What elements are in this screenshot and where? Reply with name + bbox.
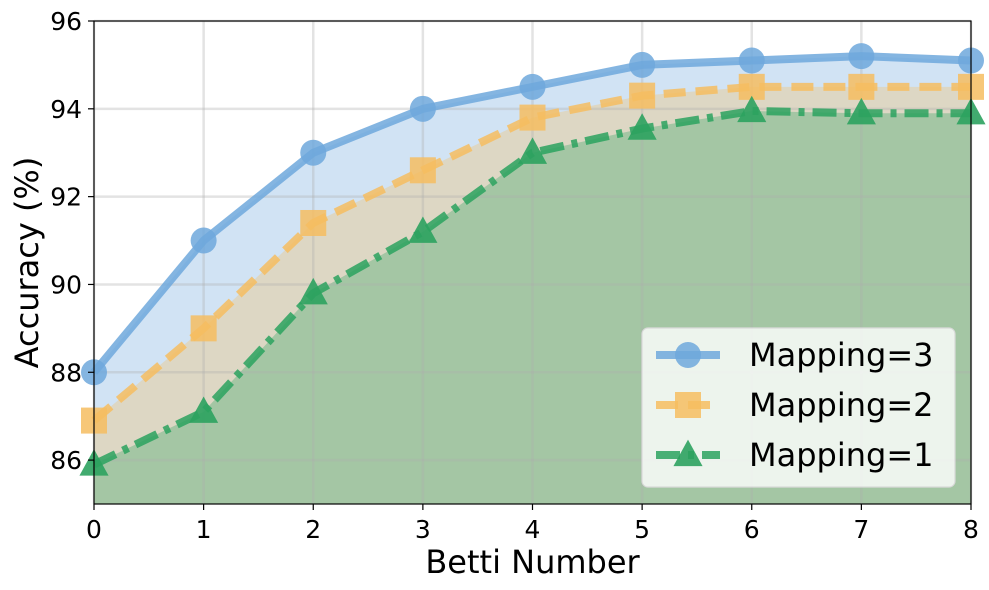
data-point	[298, 277, 328, 305]
data-point	[673, 439, 703, 467]
data-point	[190, 315, 217, 342]
legend-label: Mapping=2	[749, 386, 934, 424]
y-axis-title: Accuracy (%)	[8, 157, 46, 369]
data-point	[738, 47, 765, 74]
x-tick-label: 5	[634, 515, 650, 544]
data-point	[675, 342, 701, 368]
data-point	[300, 209, 327, 236]
y-tick-label: 86	[50, 446, 82, 475]
data-point	[409, 157, 436, 184]
data-point	[846, 97, 876, 125]
data-point	[519, 104, 546, 131]
x-tick-label: 3	[415, 515, 431, 544]
data-point	[629, 51, 656, 78]
x-tick-label: 1	[196, 515, 212, 544]
x-tick-label: 0	[86, 515, 102, 544]
x-tick-label: 6	[744, 515, 760, 544]
data-point	[517, 137, 548, 164]
legend-box	[641, 327, 956, 488]
x-tick-label: 4	[525, 515, 541, 544]
data-point	[737, 95, 767, 123]
y-tick-label: 88	[50, 358, 82, 387]
data-point	[629, 82, 656, 109]
legend: Mapping=3 Mapping=2 Mapping=1	[641, 327, 956, 488]
data-point	[519, 73, 546, 100]
data-point	[300, 139, 327, 166]
data-point	[408, 216, 438, 243]
y-tick-label: 94	[50, 95, 82, 124]
y-axis-ticks: 86 88 90 92 94 96	[50, 7, 94, 475]
series-line	[91, 82, 971, 424]
y-tick-label: 96	[50, 7, 82, 36]
x-tick-label: 7	[853, 515, 869, 544]
data-point	[409, 95, 436, 122]
data-point	[848, 43, 875, 70]
x-axis-title: Betti Number	[425, 543, 640, 581]
data-point	[627, 113, 657, 140]
y-tick-label: 90	[50, 270, 82, 299]
legend-label: Mapping=3	[749, 336, 934, 374]
x-tick-label: 2	[305, 515, 321, 544]
x-axis-ticks: 0 1 2 3 4 5 6 7 8	[86, 504, 979, 544]
x-tick-label: 8	[963, 515, 979, 544]
legend-label: Mapping=1	[749, 436, 934, 474]
data-point	[675, 392, 701, 418]
data-point	[189, 396, 219, 423]
data-point	[848, 73, 875, 100]
y-tick-label: 92	[50, 183, 82, 212]
data-point	[738, 73, 765, 100]
data-point	[190, 227, 217, 254]
